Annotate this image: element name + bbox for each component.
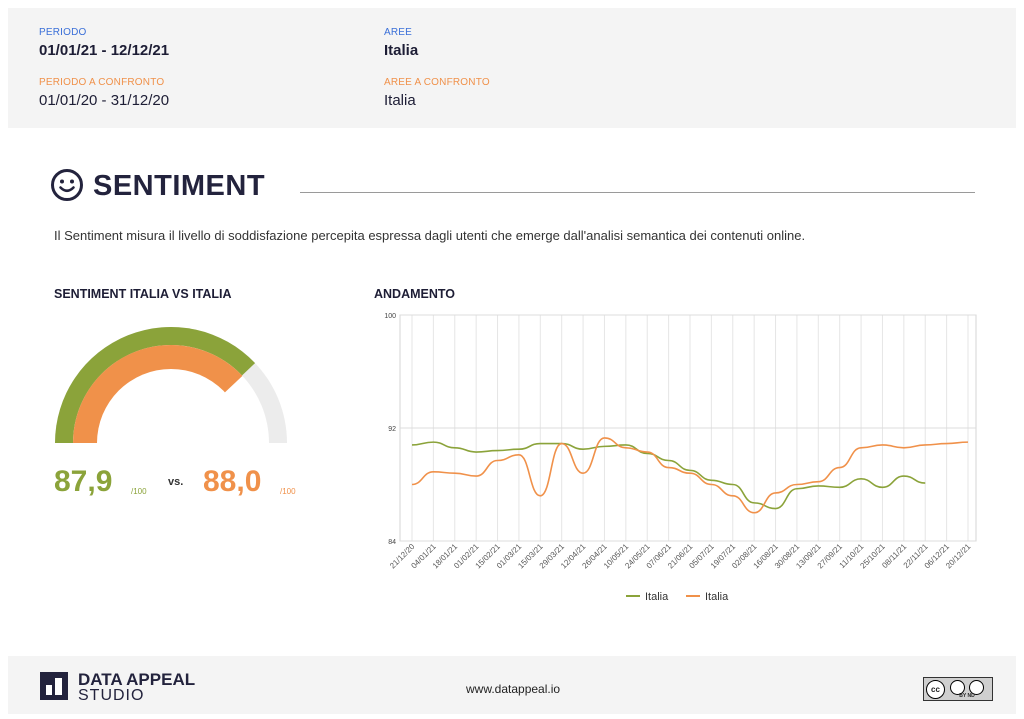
periodo-value: 01/01/21 - 12/12/21 [39, 42, 170, 59]
y-tick-label: 84 [388, 539, 396, 546]
gauge-unit-b: /100 [280, 487, 296, 496]
aree-confronto-value: Italia [384, 92, 416, 109]
brand-logo-icon [40, 672, 68, 700]
chart-title: ANDAMENTO [374, 287, 456, 301]
legend-label-2: Italia [705, 591, 729, 603]
periodo-confronto-label: PERIODO A CONFRONTO [39, 77, 165, 88]
y-tick-label: 100 [384, 313, 396, 320]
section-description: Il Sentiment misura il livello di soddis… [54, 228, 806, 243]
license-text: BY ND [959, 693, 975, 699]
aree-value: Italia [384, 42, 419, 59]
gauge-unit-a: /100 [131, 487, 147, 496]
filters-header [8, 8, 1016, 128]
brand-name-line1: DATA APPEAL [78, 670, 196, 689]
gauge-value-b: 88,0 [203, 465, 262, 498]
nd-icon [969, 680, 984, 695]
aree-confronto-label: AREE A CONFRONTO [384, 77, 490, 88]
periodo-confronto-value: 01/01/20 - 31/12/20 [39, 92, 170, 109]
cc-icon: cc [926, 680, 945, 699]
gauge-value-a: 87,9 [54, 465, 113, 498]
series-line-2 [411, 437, 969, 514]
section-title: SENTIMENT [93, 170, 266, 202]
smiley-icon [51, 169, 83, 201]
aree-label: AREE [384, 27, 413, 38]
gauge-title: SENTIMENT ITALIA VS ITALIA [54, 287, 232, 301]
by-icon [950, 680, 965, 695]
trend-line-chart: 849210021/12/2004/01/2118/01/2101/02/211… [384, 313, 977, 603]
y-tick-label: 92 [388, 426, 396, 433]
brand-name-line2: STUDIO [78, 687, 145, 704]
gauge-vs-label: vs. [168, 476, 184, 488]
series-line-1 [411, 441, 926, 510]
cc-license-badge: cc BY ND [923, 677, 993, 701]
footer [8, 656, 1016, 714]
gauge-hole [97, 369, 245, 443]
legend-label-1: Italia [645, 591, 669, 603]
section-divider [300, 192, 975, 193]
sentiment-gauge [55, 327, 287, 443]
periodo-label: PERIODO [39, 27, 87, 38]
website-link[interactable]: www.datappeal.io [466, 682, 561, 696]
